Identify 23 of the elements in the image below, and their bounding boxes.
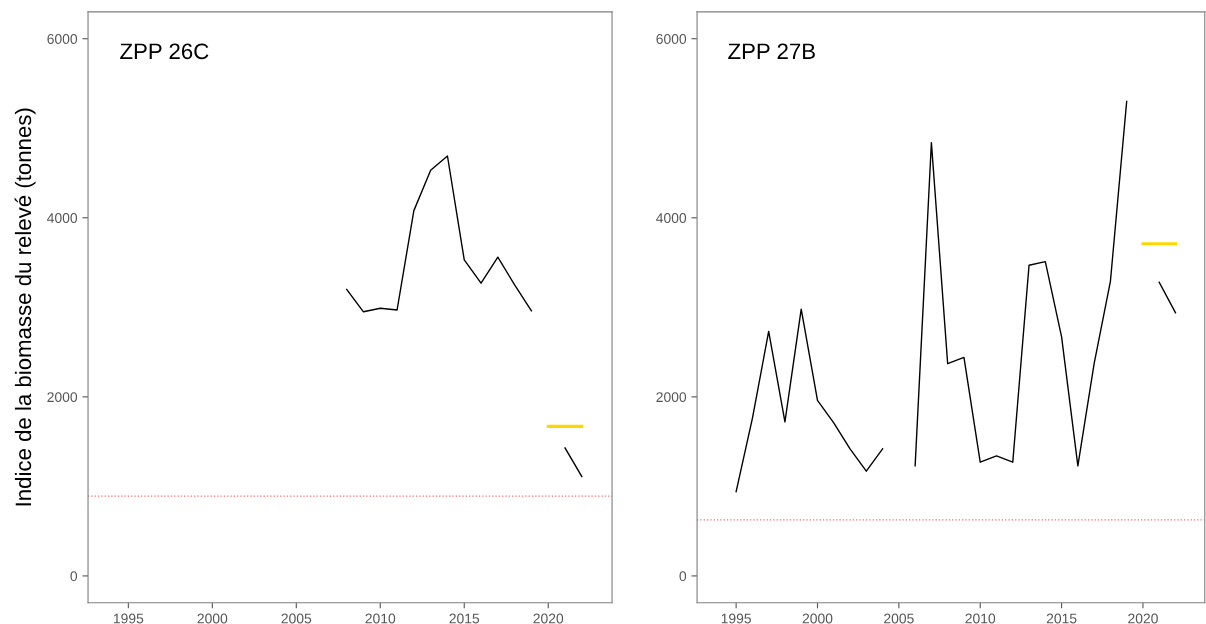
x-tick-label: 2000 (802, 613, 833, 624)
y-axis-title: Indice de la biomasse du relevé (tonnes) (14, 108, 36, 506)
y-tick-label: 2000 (47, 392, 78, 403)
text: ZPP 27B (728, 43, 815, 59)
y-tick-label: 0 (70, 571, 78, 582)
x-tick-label: 1995 (721, 613, 751, 624)
text: ZPP 26C (120, 43, 209, 60)
x-tick-label: 2020 (1128, 613, 1158, 624)
x-tick-label: 2005 (281, 613, 312, 624)
y-tick-label: 6000 (47, 34, 78, 44)
x-tick-label: 2005 (884, 613, 914, 624)
y-tick-label: 6000 (656, 34, 687, 44)
x-tick-label: 2000 (197, 613, 228, 624)
x-tick-label: 2020 (533, 613, 564, 624)
y-tick-label: 4000 (656, 213, 687, 223)
y-tick-label: 4000 (47, 213, 78, 223)
x-tick-label: 2010 (365, 613, 396, 624)
y-tick-label: 0 (679, 571, 687, 582)
y-tick-label: 2000 (656, 392, 687, 403)
x-tick-label: 1995 (113, 613, 144, 624)
x-tick-label: 2015 (449, 613, 480, 624)
x-tick-label: 2010 (965, 613, 996, 624)
x-tick-label: 2015 (1046, 613, 1077, 624)
